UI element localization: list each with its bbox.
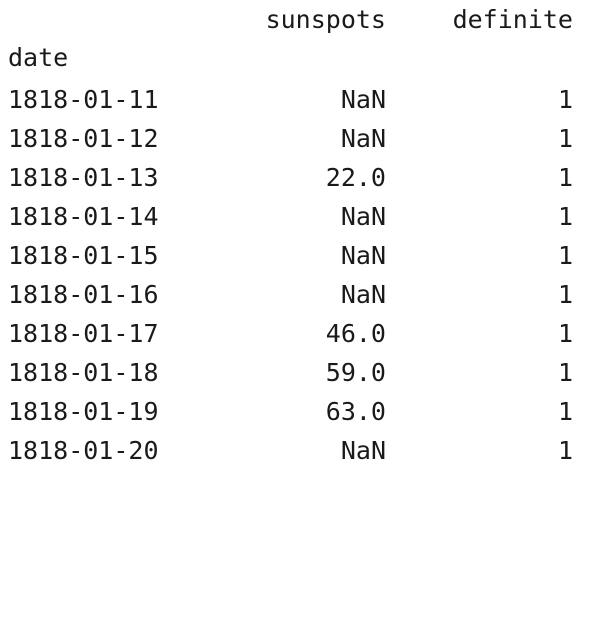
row-date: 1818-01-11: [8, 85, 159, 114]
row-definite: 1: [557, 319, 573, 348]
row-definite: 1: [557, 436, 573, 465]
column-header-sunspots: sunspots: [265, 5, 386, 34]
index-name-row: date: [0, 38, 592, 78]
row-definite: 1: [557, 397, 573, 426]
row-sunspots: NaN: [340, 202, 386, 231]
table-row: 1818-01-14 NaN 1: [0, 197, 592, 237]
table-row: 1818-01-16 NaN 1: [0, 275, 592, 315]
row-sunspots: 63.0: [325, 397, 386, 426]
row-definite: 1: [557, 163, 573, 192]
table-row: 1818-01-17 46.0 1: [0, 314, 592, 354]
row-definite: 1: [557, 280, 573, 309]
row-date: 1818-01-16: [8, 280, 159, 309]
row-definite: 1: [557, 358, 573, 387]
row-sunspots: NaN: [340, 436, 386, 465]
table-row: 1818-01-20 NaN 1: [0, 431, 592, 471]
row-date: 1818-01-17: [8, 319, 159, 348]
row-date: 1818-01-15: [8, 241, 159, 270]
row-sunspots: 46.0: [325, 319, 386, 348]
row-date: 1818-01-12: [8, 124, 159, 153]
table-row: 1818-01-13 22.0 1: [0, 158, 592, 198]
row-date: 1818-01-20: [8, 436, 159, 465]
row-sunspots: 59.0: [325, 358, 386, 387]
row-date: 1818-01-19: [8, 397, 159, 426]
row-definite: 1: [557, 124, 573, 153]
row-definite: 1: [557, 85, 573, 114]
index-name: date: [8, 43, 69, 72]
column-header-definite: definite: [452, 5, 573, 34]
row-date: 1818-01-13: [8, 163, 159, 192]
row-date: 1818-01-14: [8, 202, 159, 231]
row-sunspots: NaN: [340, 280, 386, 309]
row-sunspots: NaN: [340, 241, 386, 270]
row-sunspots: NaN: [340, 85, 386, 114]
row-definite: 1: [557, 241, 573, 270]
table-row: 1818-01-12 NaN 1: [0, 119, 592, 159]
row-definite: 1: [557, 202, 573, 231]
column-header-row: sunspots definite: [0, 0, 592, 40]
row-date: 1818-01-18: [8, 358, 159, 387]
table-row: 1818-01-11 NaN 1: [0, 80, 592, 120]
row-sunspots: 22.0: [325, 163, 386, 192]
table-row: 1818-01-18 59.0 1: [0, 353, 592, 393]
row-sunspots: NaN: [340, 124, 386, 153]
table-row: 1818-01-19 63.0 1: [0, 392, 592, 432]
table-row: 1818-01-15 NaN 1: [0, 236, 592, 276]
dataframe-output: sunspots definite date 1818-01-11 NaN 1 …: [0, 0, 592, 471]
